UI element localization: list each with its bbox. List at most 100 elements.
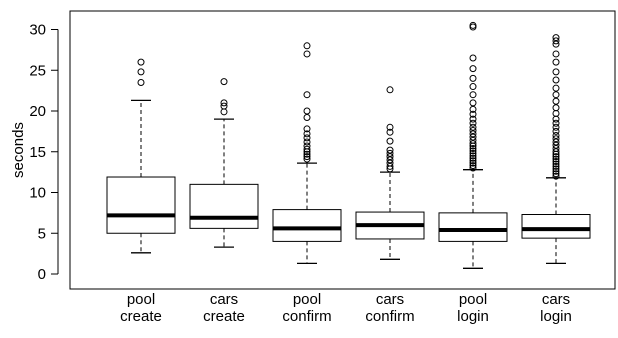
box-2 <box>189 78 259 248</box>
outlier-point <box>386 149 394 157</box>
iqr-box <box>438 212 508 242</box>
outlier-point <box>303 91 311 99</box>
outlier-point <box>386 86 394 94</box>
x-tick-label-line: login <box>457 308 489 325</box>
outlier-point <box>552 160 560 168</box>
outlier-point <box>303 155 311 163</box>
y-tick-label: 30 <box>29 22 46 39</box>
outlier-point <box>552 115 560 123</box>
outlier-point <box>469 119 477 127</box>
outlier-point <box>552 123 560 131</box>
outlier-point <box>552 153 560 161</box>
outlier-point <box>552 155 560 163</box>
outlier-point <box>552 37 560 45</box>
outlier-point <box>552 148 560 156</box>
outlier-point <box>469 133 477 141</box>
outlier-point <box>552 167 560 175</box>
outlier-point <box>469 140 477 148</box>
outlier-point <box>303 150 311 158</box>
outlier-point <box>386 146 394 154</box>
outlier-point <box>303 153 311 161</box>
outlier-point <box>552 170 560 178</box>
outlier-point <box>469 115 477 123</box>
outlier-point <box>552 141 560 149</box>
y-axis-label: seconds <box>10 122 27 178</box>
outlier-point <box>469 164 477 172</box>
outlier-point <box>469 152 477 160</box>
outlier-point <box>469 159 477 167</box>
x-tick-label-line: pool <box>293 291 321 308</box>
iqr-box <box>521 214 591 239</box>
outlier-point <box>552 138 560 146</box>
outlier-point <box>469 130 477 138</box>
outlier-point <box>469 149 477 157</box>
outlier-point <box>386 123 394 131</box>
outlier-point <box>469 83 477 91</box>
outlier-point <box>386 137 394 145</box>
outlier-point <box>303 134 311 142</box>
outlier-point <box>220 99 228 107</box>
y-axis: 0 5 10 15 20 25 30 <box>29 22 59 283</box>
x-tick-label: cars confirm <box>365 291 414 325</box>
outlier-point <box>303 138 311 146</box>
y-tick-label: 15 <box>29 144 46 161</box>
x-tick-label-line: confirm <box>282 308 331 325</box>
outlier-point <box>469 162 477 170</box>
outlier-point <box>137 68 145 76</box>
outlier-point <box>386 162 394 170</box>
x-tick-label-line: create <box>120 308 162 325</box>
x-tick-label-line: confirm <box>365 308 414 325</box>
iqr-box <box>106 176 176 234</box>
y-tick-label: 0 <box>38 266 46 283</box>
outlier-point <box>469 105 477 113</box>
y-tick-label: 10 <box>29 185 46 202</box>
iqr-box <box>189 183 259 229</box>
outlier-point <box>552 165 560 173</box>
outlier-point <box>552 131 560 139</box>
outlier-point <box>552 104 560 112</box>
x-tick-label: pool create <box>120 291 162 325</box>
outlier-point <box>137 58 145 66</box>
outlier-point <box>552 84 560 92</box>
outlier-point <box>220 108 228 116</box>
x-tick-label: cars login <box>540 291 572 325</box>
outlier-point <box>303 107 311 115</box>
outlier-point <box>386 153 394 161</box>
x-tick-label-line: cars <box>376 291 404 308</box>
outlier-point <box>552 119 560 127</box>
outlier-point <box>552 158 560 166</box>
outlier-point <box>386 156 394 164</box>
outlier-point <box>552 68 560 76</box>
plot-frame <box>69 10 616 290</box>
outlier-point <box>303 125 311 133</box>
outlier-point <box>552 135 560 143</box>
outlier-point <box>303 130 311 138</box>
outlier-point <box>469 154 477 162</box>
x-tick-label-line: create <box>203 308 245 325</box>
outlier-point <box>220 78 228 86</box>
x-tick-label-line: login <box>540 308 572 325</box>
outlier-point <box>552 58 560 66</box>
outlier-point <box>552 50 560 58</box>
x-tick-label: pool login <box>457 291 489 325</box>
box-3 <box>272 42 342 265</box>
x-tick-label-line: pool <box>459 291 487 308</box>
iqr-box <box>272 209 342 242</box>
outlier-point <box>469 136 477 144</box>
box-6 <box>521 34 591 265</box>
outlier-point <box>303 145 311 153</box>
box-5 <box>438 21 508 269</box>
outlier-point <box>552 76 560 84</box>
y-tick-label: 20 <box>29 103 46 120</box>
outlier-point <box>469 54 477 62</box>
outlier-point <box>303 42 311 50</box>
x-tick-label-line: cars <box>210 291 238 308</box>
outlier-point <box>469 21 477 29</box>
outlier-point <box>552 97 560 105</box>
outlier-point <box>552 40 560 48</box>
outlier-point <box>552 162 560 170</box>
x-tick-label-line: cars <box>542 291 570 308</box>
outlier-point <box>469 157 477 165</box>
